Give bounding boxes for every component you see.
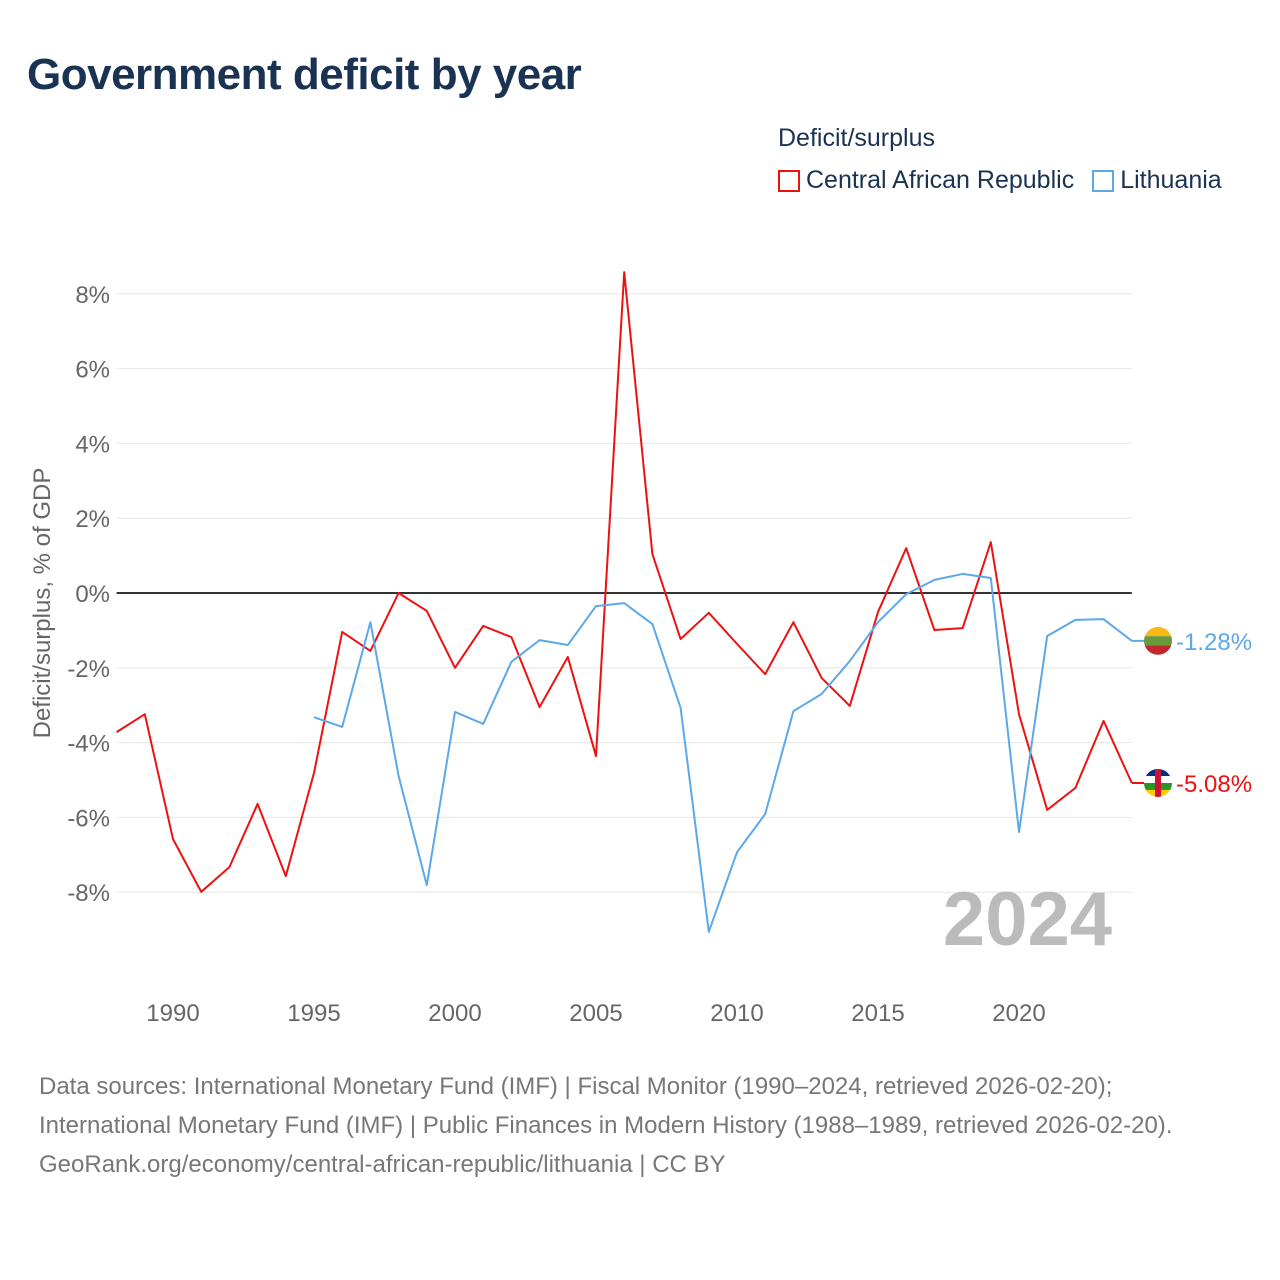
x-tick-label: 2000 <box>428 1000 481 1027</box>
y-axis-label: Deficit/surplus, % of GDP <box>29 468 56 739</box>
lithuania-flag-icon-stripe <box>1144 636 1172 646</box>
y-tick-label: 6% <box>75 357 110 384</box>
y-tick-label: 0% <box>75 581 110 608</box>
legend-item-lithuania[interactable]: Lithuania <box>1092 166 1222 195</box>
data-sources: Data sources: International Monetary Fun… <box>39 1073 1173 1139</box>
legend-label-lithuania: Lithuania <box>1120 166 1222 194</box>
legend: Central African Republic Lithuania <box>778 166 1222 195</box>
x-tick-label: 2020 <box>992 1000 1045 1027</box>
series-line-lithuania <box>313 572 1133 933</box>
x-tick-label: 2010 <box>710 1000 763 1027</box>
y-tick-label: 4% <box>75 431 110 458</box>
series-line-car <box>116 271 1133 893</box>
year-label: 2024 <box>943 877 1112 962</box>
end-value-label: -1.28% <box>1176 629 1252 656</box>
y-tick-label: -8% <box>67 880 110 907</box>
y-tick-label: 8% <box>75 282 110 309</box>
legend-title: Deficit/surplus <box>778 124 935 152</box>
legend-label-car: Central African Republic <box>806 166 1075 194</box>
end-value-label: -5.08% <box>1176 771 1252 798</box>
y-tick-label: -2% <box>67 656 110 683</box>
legend-item-car[interactable]: Central African Republic <box>778 166 1074 195</box>
legend-swatch-car <box>778 169 800 192</box>
y-tick-label: 2% <box>75 506 110 533</box>
y-tick-label: -4% <box>67 731 110 758</box>
x-tick-label: 1995 <box>287 1000 340 1027</box>
chart-title: Government deficit by year <box>27 50 582 99</box>
lithuania-flag-icon-stripe <box>1144 645 1172 655</box>
x-tick-label: 1990 <box>146 1000 199 1027</box>
lithuania-flag-icon-stripe <box>1144 626 1172 637</box>
source-link[interactable]: GeoRank.org/economy/central-african-repu… <box>39 1151 726 1178</box>
legend-swatch-lithuania <box>1092 169 1115 192</box>
footer: Data sources: International Monetary Fun… <box>39 1067 1239 1184</box>
y-tick-label: -6% <box>67 805 110 832</box>
x-tick-label: 2005 <box>569 1000 622 1027</box>
car-flag-icon-band <box>1155 768 1161 797</box>
x-tick-label: 2015 <box>851 1000 904 1027</box>
